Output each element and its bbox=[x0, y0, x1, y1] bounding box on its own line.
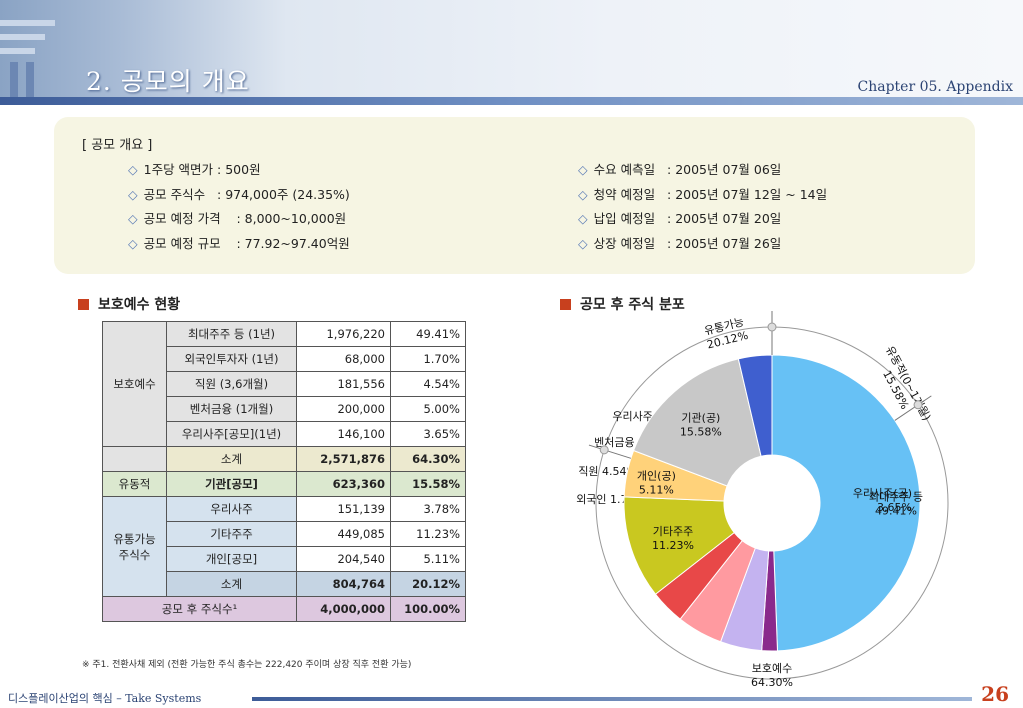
pie-slice-label: 우리사주(공) 3.65% bbox=[853, 487, 912, 514]
table-row-total: 공모 후 주식수¹ 4,000,000 100.00% bbox=[102, 596, 466, 622]
row-label: 개인[공모] bbox=[166, 546, 297, 572]
row-pct: 20.12% bbox=[390, 571, 466, 597]
table-row: 우리사주[공모](1년) 146,100 3.65% bbox=[103, 421, 466, 447]
group-label: 유통가능20.12% bbox=[702, 315, 749, 351]
header-stripe bbox=[0, 97, 1023, 105]
table-row: 유동적 기관[공모] 623,360 15.58% bbox=[102, 471, 466, 497]
overview-item: ◇ 상장 예정일 : 2005년 07월 26일 bbox=[578, 233, 781, 252]
header-banner bbox=[0, 0, 1023, 98]
footer-line bbox=[252, 697, 972, 701]
row-pct: 15.58% bbox=[390, 471, 466, 497]
chart-section-title: 공모 후 주식 분포 bbox=[560, 294, 685, 314]
group-cell: 유동적 bbox=[102, 471, 167, 497]
row-label: 소계 bbox=[166, 446, 297, 472]
group-marker bbox=[767, 322, 777, 332]
page-number: 26 bbox=[981, 682, 1009, 706]
overview-item: ◇ 수요 예측일 : 2005년 07월 06일 bbox=[578, 159, 781, 178]
diamond-icon: ◇ bbox=[128, 211, 138, 226]
diamond-icon: ◇ bbox=[578, 211, 588, 226]
pie-slice-label: 기타주주 11.23% bbox=[652, 525, 694, 552]
overview-heading: [ 공모 개요 ] bbox=[82, 138, 153, 153]
diamond-icon: ◇ bbox=[128, 236, 138, 251]
row-pct: 1.70% bbox=[390, 346, 466, 372]
group-cell: 유통가능 주식수 bbox=[102, 496, 167, 597]
diamond-icon: ◇ bbox=[128, 162, 138, 177]
row-label: 기관[공모] bbox=[166, 471, 297, 497]
table-row: 직원 (3,6개월) 181,556 4.54% bbox=[103, 371, 466, 397]
row-pct: 3.78% bbox=[390, 496, 466, 522]
row-shares: 181,556 bbox=[296, 371, 391, 397]
page-title: 2. 공모의 개요 bbox=[86, 67, 250, 96]
diamond-icon: ◇ bbox=[578, 236, 588, 251]
row-pct: 3.65% bbox=[390, 421, 466, 447]
overview-item: ◇ 1주당 액면가 : 500원 bbox=[128, 159, 261, 178]
chart-section-title-text: 공모 후 주식 분포 bbox=[580, 297, 685, 313]
diamond-icon: ◇ bbox=[578, 162, 588, 177]
chapter-label: Chapter 05. Appendix bbox=[857, 79, 1013, 95]
pie-hole bbox=[724, 455, 820, 551]
overview-item-text: 공모 예정 규모 : 77.92~97.40억원 bbox=[143, 236, 350, 251]
lock-section-title-text: 보호예수 현황 bbox=[98, 297, 181, 313]
group-label: 보호예수 64.30% bbox=[751, 662, 793, 689]
group-separator bbox=[588, 444, 632, 459]
pie-slice-label: 직원 4.54% bbox=[578, 465, 637, 478]
row-shares: 449,085 bbox=[296, 521, 391, 547]
overview-box bbox=[54, 117, 975, 274]
table-row: 벤처금융 (1개월) 200,000 5.00% bbox=[103, 396, 466, 422]
group-marker bbox=[599, 445, 609, 455]
group-marker bbox=[913, 400, 923, 410]
footer-tagline: 디스플레이산업의 핵심 – Take Systems bbox=[8, 692, 202, 705]
lock-section-title: 보호예수 현황 bbox=[78, 294, 180, 314]
overview-item: ◇ 청약 예정일 : 2005년 07월 12일 ~ 14일 bbox=[578, 184, 827, 203]
lockup-table: 보호예수 최대주주 등 (1년) 1,976,220 49.41% 외국인투자자… bbox=[102, 321, 466, 622]
overview-item-text: 공모 주식수 : 974,000주 (24.35%) bbox=[143, 187, 350, 202]
table-row: 개인[공모] 204,540 5.11% bbox=[103, 546, 466, 572]
row-label: 우리사주[공모](1년) bbox=[166, 421, 297, 447]
square-bullet-icon bbox=[560, 299, 571, 310]
group-cell bbox=[102, 446, 167, 472]
table-row: 유통가능 주식수 우리사주 151,139 3.78% bbox=[102, 496, 466, 597]
overview-item-text: 수요 예측일 : 2005년 07월 06일 bbox=[593, 162, 782, 177]
row-label: 최대주주 등 (1년) bbox=[166, 321, 297, 347]
row-label: 우리사주 bbox=[166, 496, 297, 522]
overview-item-text: 공모 예정 가격 : 8,000~10,000원 bbox=[143, 211, 347, 226]
row-label: 기타주주 bbox=[166, 521, 297, 547]
overview-item-text: 납입 예정일 : 2005년 07월 20일 bbox=[593, 211, 782, 226]
footnote: ※ 주1. 전환사채 제외 (전환 가능한 주식 총수는 222,420 주이며… bbox=[82, 660, 412, 670]
overview-item: ◇ 공모 주식수 : 974,000주 (24.35%) bbox=[128, 184, 350, 203]
overview-item: ◇ 공모 예정 규모 : 77.92~97.40억원 bbox=[128, 233, 350, 252]
row-label: 외국인투자자 (1년) bbox=[166, 346, 297, 372]
overview-item-text: 상장 예정일 : 2005년 07월 26일 bbox=[593, 236, 782, 251]
pie-slice-label: 최대주주 등 49.41% bbox=[869, 491, 923, 518]
row-shares: 2,571,876 bbox=[296, 446, 391, 472]
group-separator bbox=[894, 395, 932, 421]
square-bullet-icon bbox=[78, 299, 89, 310]
overview-item-text: 1주당 액면가 : 500원 bbox=[143, 162, 261, 177]
row-shares: 200,000 bbox=[296, 396, 391, 422]
row-pct: 5.11% bbox=[390, 546, 466, 572]
table-row-subtotal: 소계 2,571,876 64.30% bbox=[102, 446, 466, 472]
table-row: 외국인투자자 (1년) 68,000 1.70% bbox=[103, 346, 466, 372]
overview-item: ◇ 공모 예정 가격 : 8,000~10,000원 bbox=[128, 208, 346, 227]
diamond-icon: ◇ bbox=[578, 187, 588, 202]
overview-item: ◇ 납입 예정일 : 2005년 07월 20일 bbox=[578, 208, 781, 227]
diamond-icon: ◇ bbox=[128, 187, 138, 202]
pie-slice-label: 기관(공) 15.58% bbox=[680, 412, 722, 439]
overview-item-text: 청약 예정일 : 2005년 07월 12일 ~ 14일 bbox=[593, 187, 828, 202]
row-label: 벤처금융 (1개월) bbox=[166, 396, 297, 422]
table-row: 기타주주 449,085 11.23% bbox=[103, 521, 466, 547]
total-pct: 100.00% bbox=[390, 596, 466, 622]
total-label: 공모 후 주식수¹ bbox=[102, 596, 297, 622]
header-decoration bbox=[0, 20, 55, 98]
pie-slice-label: 개인(공) 5.11% bbox=[637, 469, 676, 496]
total-shares: 4,000,000 bbox=[296, 596, 391, 622]
row-pct: 5.00% bbox=[390, 396, 466, 422]
row-pct: 4.54% bbox=[390, 371, 466, 397]
